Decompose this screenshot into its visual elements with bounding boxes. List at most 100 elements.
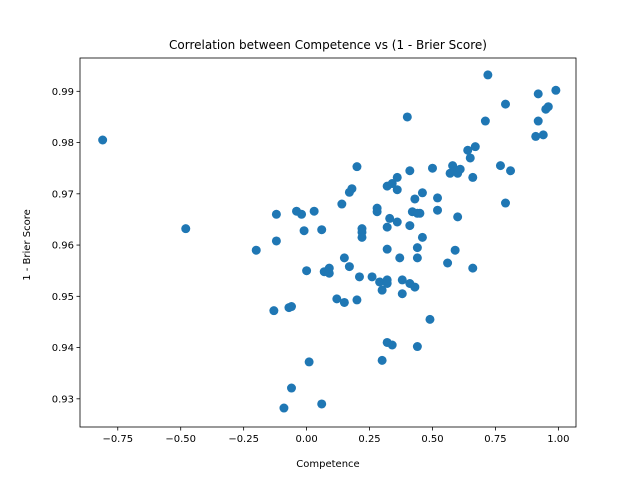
- x-tick-label: −0.25: [228, 434, 259, 445]
- data-point: [412, 342, 422, 352]
- data-point: [543, 102, 553, 112]
- data-point: [463, 145, 473, 155]
- data-point: [354, 272, 364, 282]
- y-tick-label: 0.96: [52, 241, 74, 252]
- data-point: [344, 262, 354, 272]
- data-point: [382, 222, 392, 232]
- data-point: [415, 208, 425, 218]
- data-point: [392, 172, 402, 182]
- y-tick-label: 0.95: [52, 292, 74, 303]
- y-axis-label: 1 - Brier Score: [22, 209, 33, 281]
- data-point: [412, 253, 422, 263]
- data-point: [425, 314, 435, 324]
- data-point: [410, 194, 420, 204]
- data-point: [337, 199, 347, 209]
- data-point: [495, 161, 505, 171]
- data-point: [405, 221, 415, 231]
- data-point: [304, 357, 314, 367]
- data-point: [453, 212, 463, 222]
- data-points: [98, 70, 561, 413]
- y-tick-label: 0.98: [52, 138, 74, 149]
- data-point: [181, 224, 191, 234]
- data-point: [417, 232, 427, 242]
- data-point: [468, 172, 478, 182]
- data-point: [470, 142, 480, 152]
- data-point: [269, 306, 279, 316]
- data-point: [450, 245, 460, 255]
- x-tick-label: 1.00: [547, 434, 569, 445]
- data-point: [317, 399, 327, 409]
- data-point: [279, 403, 289, 413]
- y-tick-label: 0.93: [52, 394, 74, 405]
- data-point: [465, 153, 475, 163]
- data-point: [501, 198, 510, 208]
- y-axis: 0.93 0.94 0.95 0.96 0.97 0.98 0.99: [52, 87, 80, 405]
- data-point: [309, 206, 319, 216]
- x-axis: −0.75 −0.50 −0.25 0.00 0.25 0.50 0.75 1.00: [102, 427, 570, 445]
- data-point: [352, 295, 362, 305]
- x-axis-label: Competence: [296, 459, 359, 470]
- data-point: [251, 245, 261, 255]
- data-point: [410, 282, 420, 292]
- data-point: [433, 205, 443, 215]
- data-point: [538, 130, 548, 140]
- data-point: [297, 209, 307, 219]
- data-point: [417, 188, 427, 198]
- data-point: [347, 184, 357, 194]
- data-point: [98, 135, 108, 145]
- data-point: [397, 275, 407, 285]
- data-point: [533, 89, 543, 99]
- data-point: [317, 225, 327, 235]
- data-point: [382, 279, 392, 288]
- data-point: [395, 253, 405, 263]
- data-point: [372, 203, 382, 213]
- x-tick-label: −0.50: [165, 434, 196, 445]
- x-tick-label: −0.75: [102, 434, 133, 445]
- data-point: [455, 164, 465, 174]
- data-point: [339, 253, 349, 263]
- data-point: [339, 297, 349, 307]
- data-point: [387, 179, 397, 189]
- data-point: [551, 85, 561, 95]
- data-point: [387, 340, 397, 350]
- data-point: [352, 162, 362, 172]
- data-point: [392, 185, 402, 195]
- data-point: [483, 70, 493, 80]
- data-point: [385, 213, 395, 223]
- data-point: [531, 131, 541, 141]
- x-tick-label: 0.75: [484, 434, 506, 445]
- plot-frame: [79, 57, 577, 428]
- data-point: [299, 226, 309, 236]
- data-point: [271, 209, 281, 219]
- y-tick-label: 0.99: [52, 87, 74, 98]
- x-tick-label: 0.25: [358, 434, 380, 445]
- data-point: [382, 244, 392, 254]
- data-point: [480, 116, 490, 126]
- data-point: [405, 166, 415, 176]
- x-tick-label: 0.00: [295, 434, 317, 445]
- data-point: [402, 112, 412, 122]
- chart-title: Correlation between Competence vs (1 - B…: [169, 38, 487, 52]
- data-point: [443, 258, 453, 268]
- data-point: [377, 285, 387, 295]
- data-point: [533, 116, 543, 126]
- data-point: [271, 236, 281, 246]
- data-point: [324, 268, 334, 278]
- data-point: [397, 289, 407, 299]
- data-point: [427, 163, 437, 173]
- x-tick-label: 0.50: [421, 434, 443, 445]
- data-point: [332, 294, 342, 304]
- data-point: [506, 166, 516, 176]
- data-point: [412, 243, 422, 253]
- data-point: [375, 277, 385, 287]
- y-tick-label: 0.94: [52, 343, 74, 354]
- data-point: [501, 99, 510, 109]
- data-point: [302, 266, 312, 276]
- data-point: [286, 383, 296, 393]
- data-point: [468, 263, 478, 273]
- data-point: [392, 217, 402, 227]
- data-point: [357, 232, 367, 242]
- data-point: [367, 272, 377, 282]
- y-tick-label: 0.97: [52, 189, 74, 200]
